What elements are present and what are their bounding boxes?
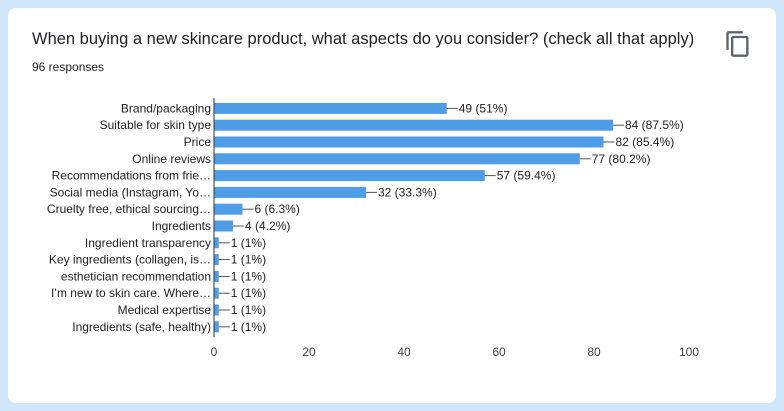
category-label: Key ingredients (collagen, is… [49, 253, 211, 267]
bar [214, 287, 219, 299]
category-label: Price [184, 135, 212, 149]
category-label: Ingredient transparency [85, 236, 211, 250]
x-tick-label: 40 [397, 345, 411, 359]
bar [214, 186, 366, 198]
category-label: Ingredients (safe, healthy) [72, 320, 211, 334]
x-tick-label: 20 [302, 345, 316, 359]
data-label: 84 (87.5%) [625, 118, 684, 132]
data-label: 1 (1%) [231, 269, 266, 283]
x-tick-label: 80 [587, 345, 601, 359]
data-label: 77 (80.2%) [592, 152, 651, 166]
copy-icon[interactable] [724, 30, 752, 58]
bar [214, 119, 613, 131]
category-label: Recommendations from frie… [52, 169, 211, 183]
bar [214, 136, 604, 148]
category-label: Social media (Instagram, Yo… [50, 185, 211, 199]
data-label: 4 (4.2%) [245, 219, 290, 233]
bar [214, 153, 580, 165]
bar [214, 237, 219, 249]
x-tick-label: 60 [492, 345, 506, 359]
chart-card: When buying a new skincare product, what… [8, 8, 776, 403]
bar [214, 270, 219, 282]
category-label: esthetician recommendation [61, 269, 211, 283]
data-label: 1 (1%) [231, 286, 266, 300]
category-label: Cruelty free, ethical sourcing… [47, 202, 211, 216]
data-label: 49 (51%) [459, 101, 508, 115]
data-label: 1 (1%) [231, 253, 266, 267]
data-label: 57 (59.4%) [497, 169, 556, 183]
bar [214, 321, 219, 333]
category-label: I’m new to skin care. Where… [51, 286, 211, 300]
bar [214, 170, 485, 182]
category-label: Suitable for skin type [100, 118, 212, 132]
bar [214, 304, 219, 316]
data-label: 32 (33.3%) [378, 185, 437, 199]
category-label: Medical expertise [118, 303, 212, 317]
category-label: Ingredients [152, 219, 211, 233]
response-count: 96 responses [32, 60, 105, 74]
bar [214, 220, 233, 232]
bar [214, 102, 447, 114]
category-label: Brand/packaging [121, 101, 211, 115]
bar [214, 254, 219, 266]
data-label: 82 (85.4%) [616, 135, 675, 149]
data-label: 1 (1%) [231, 303, 266, 317]
question-title: When buying a new skincare product, what… [32, 30, 695, 48]
data-label: 1 (1%) [231, 320, 266, 334]
x-tick-label: 0 [211, 345, 218, 359]
x-tick-label: 100 [679, 345, 699, 359]
data-label: 1 (1%) [231, 236, 266, 250]
category-label: Online reviews [132, 152, 211, 166]
data-label: 6 (6.3%) [255, 202, 300, 216]
bar [214, 203, 243, 215]
